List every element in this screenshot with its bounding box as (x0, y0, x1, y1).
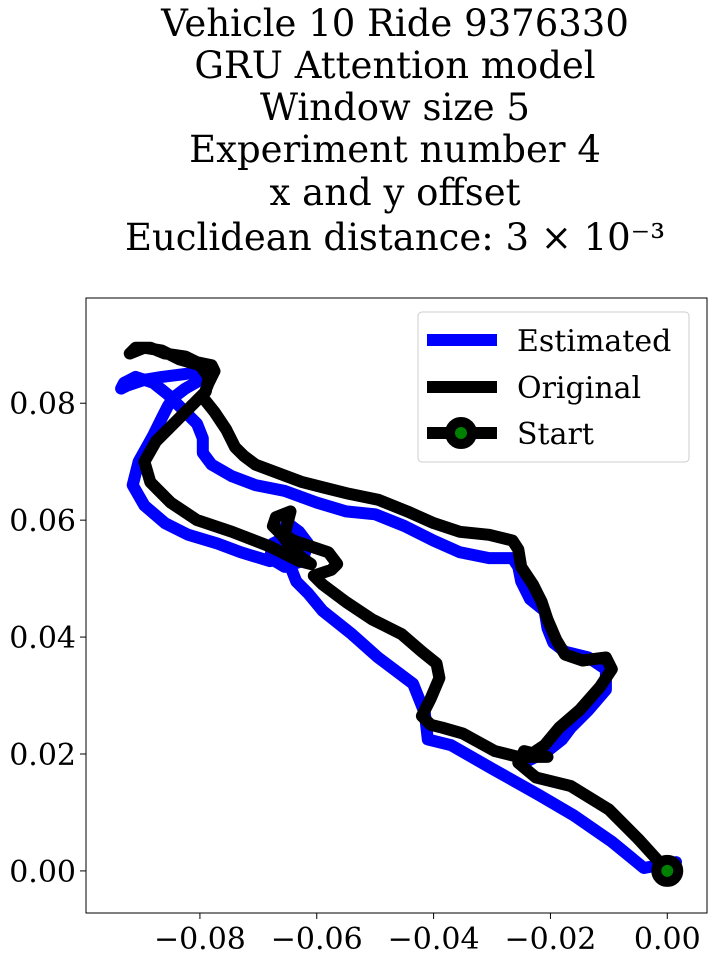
title-line: x and y offset (270, 171, 521, 214)
y-tick-label: 0.00 (9, 855, 76, 890)
x-tick-label: 0.00 (634, 922, 701, 957)
title-line: GRU Attention model (194, 44, 595, 87)
legend-label-start: Start (517, 417, 594, 452)
axes: −0.08 −0.06 −0.04 −0.02 0.00 0.00 0.02 0.04 0.06… (9, 297, 708, 957)
plot-area (115, 341, 684, 887)
y-tick-label: 0.08 (9, 387, 76, 422)
legend: Estimated Original Start (417, 311, 690, 463)
y-tick-label: 0.04 (9, 621, 76, 656)
start-marker (651, 854, 684, 887)
title-line: Vehicle 10 Ride 9376330 (160, 2, 629, 45)
legend-label-estimated: Estimated (517, 324, 671, 359)
title-line: Window size 5 (260, 86, 530, 129)
y-tick-label: 0.06 (9, 504, 76, 539)
legend-box (417, 311, 690, 463)
legend-label-original: Original (517, 371, 641, 406)
x-tick-label: −0.06 (271, 922, 363, 957)
x-tick-label: −0.02 (504, 922, 596, 957)
axes-frame (85, 297, 708, 914)
title-line: Experiment number 4 (189, 128, 601, 171)
y-tick-label: 0.02 (9, 738, 76, 773)
x-tick-label: −0.04 (388, 922, 480, 957)
series-line-original (123, 341, 674, 877)
title-line: Euclidean distance: 3 × 10⁻³ (125, 216, 665, 259)
x-tick-label: −0.08 (154, 922, 246, 957)
legend-start-marker (445, 417, 477, 449)
